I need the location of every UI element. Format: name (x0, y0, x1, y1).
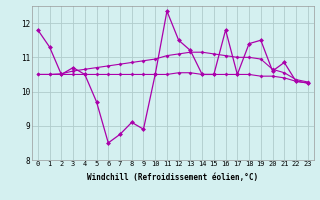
X-axis label: Windchill (Refroidissement éolien,°C): Windchill (Refroidissement éolien,°C) (87, 173, 258, 182)
